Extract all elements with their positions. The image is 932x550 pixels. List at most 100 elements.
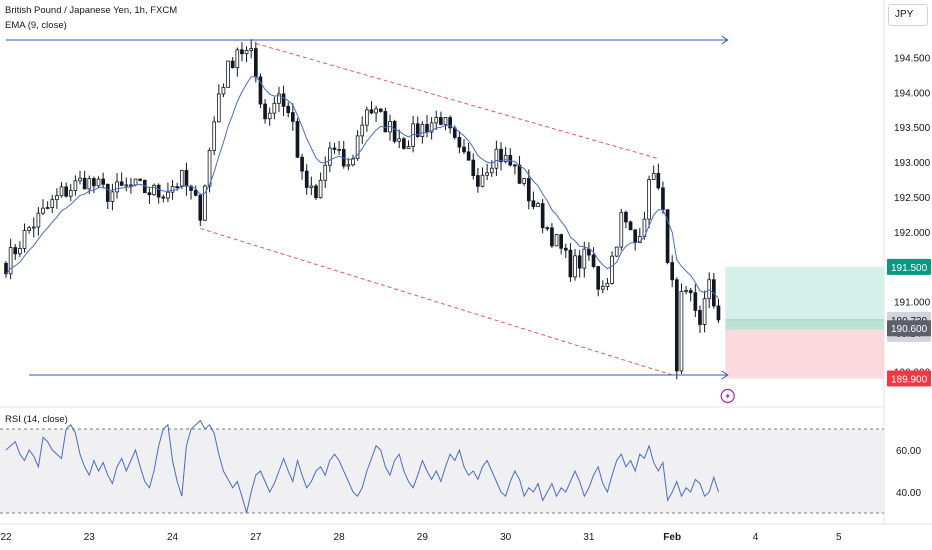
candle: [216, 84, 221, 123]
candle-body: [221, 87, 226, 95]
candle: [614, 246, 619, 257]
rsi-tick-label: 60.00: [896, 446, 921, 457]
candle-body: [59, 186, 64, 197]
candle: [674, 277, 679, 380]
candle-body: [198, 194, 203, 221]
candle-body: [360, 124, 365, 137]
candle: [550, 223, 554, 249]
candle-body: [309, 185, 314, 188]
candle-body: [50, 199, 55, 208]
candle: [101, 172, 105, 189]
candle-body: [64, 186, 68, 197]
candle: [600, 280, 605, 294]
time-tick-label: 28: [334, 532, 346, 543]
candle: [55, 188, 59, 209]
candle-body: [295, 120, 300, 158]
candle-body: [68, 190, 73, 197]
candle-body: [559, 234, 563, 249]
candle-body: [36, 212, 41, 228]
candle-body: [591, 254, 596, 267]
candle-body: [462, 146, 466, 153]
ema-indicator-label[interactable]: EMA (9, close): [5, 20, 67, 31]
candle-body: [73, 180, 78, 191]
candle-body: [420, 124, 425, 137]
flash-glyph: [725, 392, 730, 400]
candle: [129, 177, 133, 194]
candle: [503, 146, 508, 164]
candle: [378, 108, 383, 113]
candle-body: [600, 286, 605, 290]
candle: [124, 177, 129, 192]
candle-body: [253, 48, 258, 78]
candle-body: [203, 185, 207, 221]
candle: [540, 199, 545, 234]
candle: [499, 142, 503, 171]
candle: [471, 153, 476, 180]
candle-body: [226, 60, 230, 88]
candle: [341, 140, 346, 169]
candle: [4, 261, 8, 278]
candle: [64, 182, 68, 198]
candle: [679, 283, 684, 375]
candle: [374, 105, 378, 122]
candle-body: [369, 109, 374, 114]
candle: [138, 178, 142, 182]
candle-body: [323, 164, 328, 181]
candle: [351, 154, 355, 167]
support-line-arrow: [721, 370, 729, 380]
candle: [304, 164, 309, 195]
candle-body: [656, 172, 661, 189]
time-tick-label: 31: [583, 532, 595, 543]
candle-body: [670, 262, 675, 281]
candle-body: [170, 186, 175, 193]
candle-body: [684, 290, 688, 292]
candle: [684, 285, 688, 295]
candle-body: [22, 230, 27, 249]
candle: [559, 233, 563, 255]
candle: [332, 142, 337, 154]
candle: [494, 140, 499, 176]
price-tick-label: 192.000: [894, 228, 931, 239]
channel-upper-line: [255, 43, 659, 160]
candle: [577, 249, 582, 278]
candle-body: [406, 146, 411, 149]
time-tick-label: 29: [417, 532, 429, 543]
candle: [68, 184, 73, 202]
candle: [582, 241, 587, 278]
candle-body: [707, 279, 712, 300]
candle-body: [304, 170, 309, 188]
candle-body: [78, 177, 82, 182]
candle-body: [494, 148, 499, 169]
candle: [647, 175, 651, 229]
candle-body: [230, 60, 235, 69]
candle: [263, 99, 267, 124]
target-price-label: 191.500: [891, 263, 928, 274]
candle: [628, 220, 633, 231]
candle: [152, 183, 156, 196]
candle-body: [647, 179, 651, 220]
candle: [536, 201, 540, 208]
rsi-indicator-label[interactable]: RSI (14, close): [5, 414, 68, 425]
time-tick-label: 30: [500, 532, 512, 543]
candle: [244, 46, 249, 63]
candle: [13, 244, 18, 260]
candle: [249, 39, 254, 59]
candle: [314, 183, 318, 201]
candle-body: [545, 227, 550, 230]
candle-body: [573, 255, 577, 278]
candle: [402, 137, 406, 150]
candle-body: [41, 207, 45, 214]
candle: [712, 273, 716, 309]
candle: [526, 169, 531, 210]
candle: [466, 143, 471, 161]
candle: [41, 199, 45, 216]
candle-body: [698, 309, 702, 325]
currency-selector[interactable]: JPY: [888, 4, 928, 26]
candle: [328, 141, 332, 173]
candle-body: [27, 227, 31, 232]
candle: [425, 115, 429, 138]
candle: [531, 191, 536, 210]
candle: [406, 140, 411, 149]
candle: [661, 181, 665, 214]
